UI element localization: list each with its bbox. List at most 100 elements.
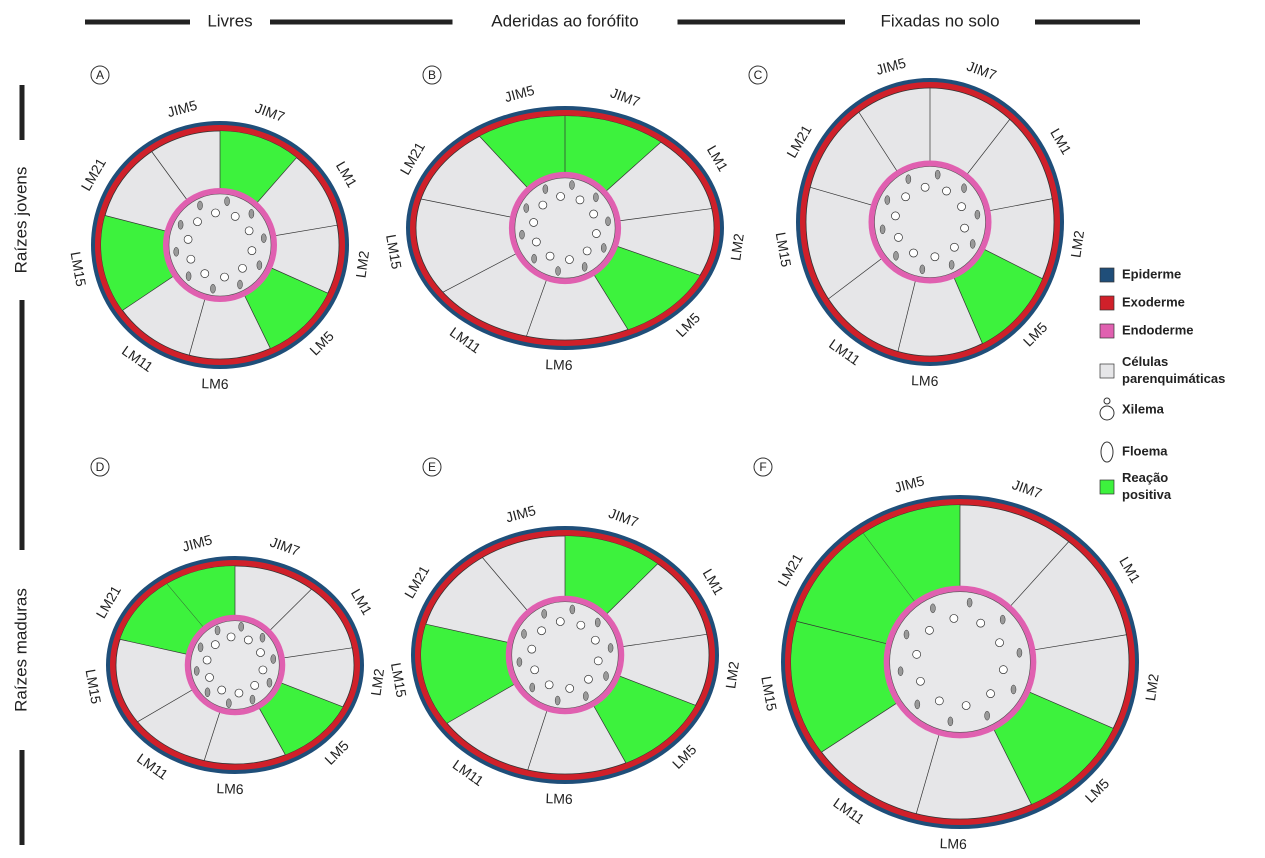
sector-label: JIM5 [165, 97, 199, 120]
phloem [880, 225, 885, 234]
xylem [539, 201, 547, 209]
sector-label: LM15 [758, 675, 780, 712]
xylem [592, 230, 600, 238]
phloem [225, 197, 230, 206]
xylem [950, 614, 958, 622]
sector-label: LM1 [704, 143, 732, 175]
phloem [198, 201, 203, 210]
legend-xylem [1100, 406, 1114, 420]
legend-swatch [1100, 268, 1114, 282]
xylem [231, 212, 239, 220]
xylem [256, 649, 264, 657]
sector-label: LM15 [68, 250, 90, 287]
sector-label: LM6 [939, 835, 967, 852]
xylem [925, 626, 933, 634]
xylem [532, 238, 540, 246]
phloem [186, 272, 191, 281]
endoderme [509, 599, 622, 712]
sector-label: LM1 [348, 586, 376, 618]
phloem [267, 678, 272, 687]
panel-letter: E [428, 460, 436, 474]
xylem [528, 645, 536, 653]
panel-letter: B [428, 68, 436, 82]
sector-label: LM21 [401, 563, 432, 602]
sector-label: LM6 [201, 375, 229, 392]
sector-label: JIM5 [504, 502, 538, 525]
xylem [193, 218, 201, 226]
phloem [948, 717, 953, 726]
legend-label: Endoderme [1122, 322, 1194, 337]
phloem [532, 254, 537, 263]
sector-label: LM21 [397, 139, 428, 178]
xylem [259, 666, 267, 674]
xylem [935, 697, 943, 705]
xylem [244, 636, 252, 644]
phloem [569, 181, 574, 190]
endoderme [887, 589, 1034, 736]
legend-label: positiva [1122, 487, 1172, 502]
phloem [555, 696, 560, 705]
phloem [271, 655, 276, 664]
sector-label: JIM7 [1010, 476, 1044, 501]
sector-label: LM15 [388, 661, 410, 698]
sector-label: JIM5 [892, 472, 926, 495]
phloem [239, 622, 244, 631]
xylem [999, 666, 1007, 674]
xylem [594, 657, 602, 665]
sector-label: LM6 [216, 780, 244, 797]
phloem [583, 692, 588, 701]
legend-label: Epiderme [1122, 266, 1181, 281]
row-header: Raízes maduras [11, 588, 30, 712]
legend-label: Exoderme [1122, 294, 1185, 309]
endoderme [188, 618, 283, 713]
xylem [211, 209, 219, 217]
xylem [996, 639, 1004, 647]
xylem [916, 677, 924, 685]
column-header: Aderidas ao forófito [491, 11, 638, 30]
xylem [201, 270, 209, 278]
phloem [205, 688, 210, 697]
xylem [590, 210, 598, 218]
xylem [942, 187, 950, 195]
phloem [601, 243, 606, 252]
sector-label: LM21 [78, 155, 109, 194]
legend-label: parenquimáticas [1122, 371, 1225, 386]
phloem [893, 251, 898, 260]
phloem [543, 185, 548, 194]
xylem [251, 681, 259, 689]
phloem [261, 234, 266, 243]
endoderme [872, 164, 989, 281]
sector-label: JIM7 [965, 58, 999, 83]
xylem [958, 203, 966, 211]
sector-label: LM21 [783, 122, 814, 161]
xylem [591, 636, 599, 644]
legend-phloem [1101, 442, 1113, 462]
column-header: Livres [207, 11, 252, 30]
phloem [1000, 615, 1005, 624]
sector-label: LM2 [367, 667, 387, 696]
xylem [187, 255, 195, 263]
phloem [194, 666, 199, 675]
xylem [557, 192, 565, 200]
legend-label: Células [1122, 354, 1168, 369]
phloem [985, 711, 990, 720]
sector-label: JIM7 [253, 100, 287, 125]
xylem [538, 627, 546, 635]
xylem [239, 264, 247, 272]
phloem [215, 626, 220, 635]
sector-label: LM2 [722, 660, 742, 689]
phloem [975, 210, 980, 219]
legend-xylem [1104, 398, 1110, 404]
xylem [987, 690, 995, 698]
xylem [962, 702, 970, 710]
xylem [203, 656, 211, 664]
phloem [949, 260, 954, 269]
phloem [517, 658, 522, 667]
xylem [950, 243, 958, 251]
xylem [235, 689, 243, 697]
sector-label: LM1 [1116, 554, 1144, 586]
panel-letter: F [759, 460, 766, 474]
xylem [248, 247, 256, 255]
xylem [584, 675, 592, 683]
phloem [885, 196, 890, 205]
